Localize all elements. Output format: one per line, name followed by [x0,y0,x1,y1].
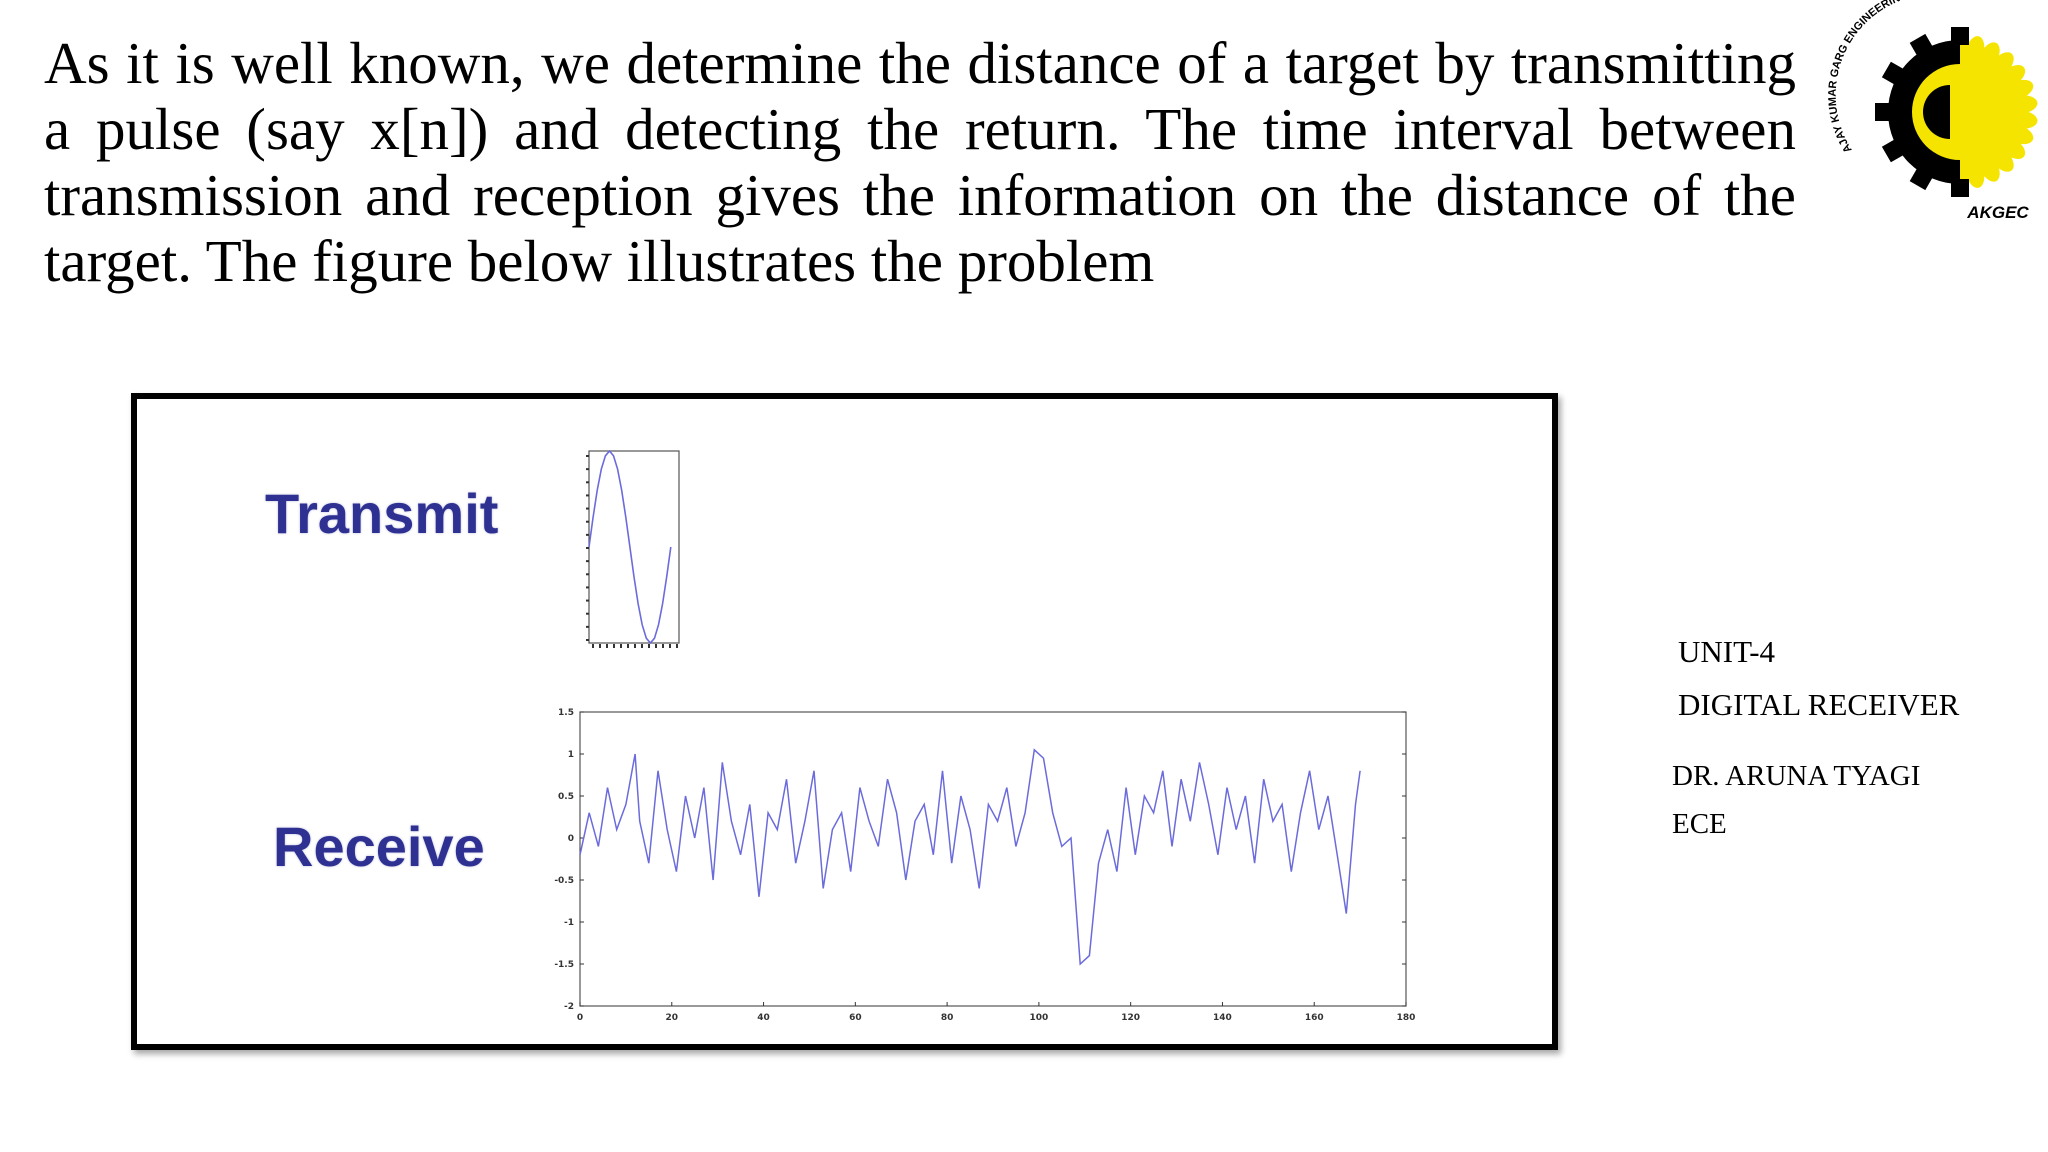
transmit-x-tick [676,644,678,648]
transmit-x-tick [634,644,636,648]
sun-icon [1908,34,2038,190]
signal-plots: 0 20 40 60 80 100 120 140 160 180 -2 -1.5 -1 -0.5 0 0.5… [554,449,1416,1023]
receive-x-tick-label: 60 [849,1013,862,1023]
transmit-x-tick [620,644,622,648]
receive-x-tick-label: 100 [1029,1013,1048,1023]
transmit-y-tick [586,560,589,563]
transmit-y-tick [586,481,589,484]
transmit-y-tick [586,599,589,602]
transmit-y-tick [586,533,589,536]
receive-plot-axes [579,711,1407,1007]
transmit-x-tick [592,644,594,648]
receive-y-tick-label: 0 [568,834,574,844]
receive-signal-line [579,748,1361,966]
receive-y-tick-label: -1 [564,918,574,928]
receive-x-tick-label: 20 [666,1013,679,1023]
department-label: ECE [1672,808,1727,840]
transmit-x-tick [648,644,650,648]
logo-abbreviation: AKGEC [1966,203,2029,222]
receive-x-tick-label: 160 [1305,1013,1324,1023]
receive-x-tick-label: 0 [577,1013,583,1023]
transmit-y-tick [586,612,589,615]
transmit-x-tick [606,644,608,648]
receive-y-tick-label: -1.5 [554,960,574,970]
transmit-y-tick [586,468,589,471]
receive-x-tick-label: 120 [1121,1013,1140,1023]
receive-y-tick-label: 1 [568,750,574,760]
receive-x-tick-label: 140 [1213,1013,1232,1023]
transmit-y-tick [586,455,589,457]
intro-paragraph: As it is well known, we determine the di… [44,30,1796,294]
receive-label: Receive [273,815,485,878]
transmit-x-tick [599,644,601,648]
transmit-x-tick [655,644,657,648]
transmit-y-tick [586,625,589,628]
transmit-x-tick [627,644,629,648]
receive-x-tick-label: 80 [941,1013,954,1023]
transmit-y-tick [586,494,589,497]
transmit-y-tick [586,520,589,523]
transmit-x-tick [669,644,671,648]
receive-y-tick-label: -0.5 [554,876,574,886]
transmit-plot-axes [588,450,680,644]
receive-x-tick-label: 40 [757,1013,770,1023]
transmit-x-tick [662,644,664,648]
transmit-y-tick [586,573,589,576]
transmit-label: Transmit [265,482,499,545]
transmit-pulse-line [588,449,672,645]
figure-frame: Transmit Receive 0 20 40 60 80 100 120 140 160 18… [131,393,1558,1050]
receive-x-tick-label: 180 [1397,1013,1416,1023]
receive-y-tick-label: -2 [564,1002,574,1012]
transmit-y-tick [586,639,589,641]
receive-y-tick-label: 0.5 [558,792,574,802]
subject-label: DIGITAL RECEIVER [1678,687,1960,722]
transmit-y-tick [586,586,589,589]
receive-y-tick-label: 1.5 [558,708,574,718]
gear-icon [1875,27,1969,197]
transmit-y-tick [586,547,589,549]
transmit-y-tick [586,507,589,510]
unit-label: UNIT-4 [1678,634,1776,669]
author-label: DR. ARUNA TYAGI [1672,760,1921,792]
transmit-x-tick [641,644,643,648]
college-logo: AJAY KUMAR GARG ENGINEERING COLLEGE AKGE… [1827,0,2038,222]
transmit-x-tick [613,644,615,648]
